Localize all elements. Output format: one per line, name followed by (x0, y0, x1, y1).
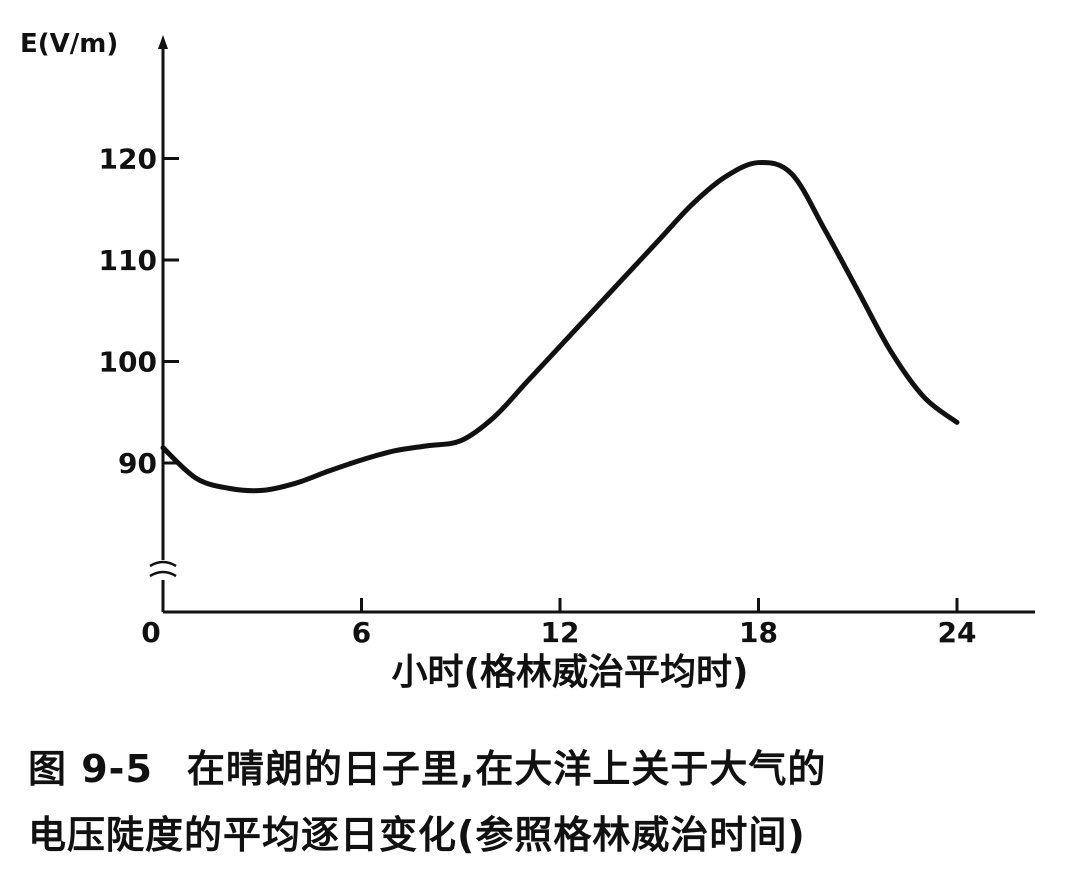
y-tick-label: 90 (118, 447, 157, 480)
x-tick-label: 0 (141, 616, 160, 649)
y-tick-label: 120 (99, 143, 157, 176)
caption-text-2: 电压陡度的平均逐日变化(参照格林威治时间) (28, 813, 806, 857)
axis-break-mark (149, 570, 177, 578)
y-tick-label: 110 (99, 244, 157, 277)
y-tick-label: 100 (99, 346, 157, 379)
x-tick-label: 6 (352, 616, 371, 649)
figure-caption-line-2: 电压陡度的平均逐日变化(参照格林威治时间) (28, 804, 1080, 859)
figure-number: 图 9-5 (28, 747, 153, 791)
axis-break-mark (149, 560, 177, 568)
data-series-line (160, 159, 960, 494)
line-chart: E(V/m) 90 100 110 120 0 6 12 18 24 小时(格林威治平均时) (20, 29, 1035, 693)
figure-caption-line-1: 图 9-5 在晴朗的日子里,在大洋上关于大气的 (28, 738, 1080, 793)
caption-text-1: 在晴朗的日子里,在大洋上关于大气的 (186, 747, 827, 791)
x-axis-label: 小时(格林威治平均时) (392, 652, 749, 693)
y-axis-arrow-icon (158, 35, 168, 49)
y-axis-label: E(V/m) (20, 29, 118, 59)
x-tick-label: 24 (938, 616, 977, 649)
x-tick-label: 18 (739, 616, 778, 649)
x-tick-label: 12 (541, 616, 580, 649)
